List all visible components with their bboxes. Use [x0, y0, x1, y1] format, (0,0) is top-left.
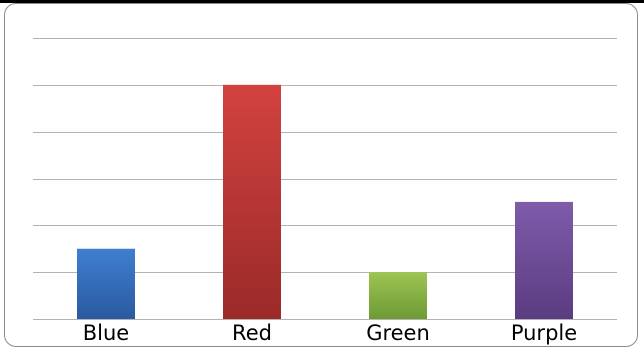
category-label-red: Red [232, 321, 272, 345]
category-label-purple: Purple [511, 321, 577, 345]
bar-red [223, 84, 281, 319]
bars [77, 84, 573, 319]
bar-green [369, 272, 427, 319]
category-labels: Blue Red Green Purple [83, 321, 577, 345]
top-edge-line [0, 0, 644, 3]
bar-purple [515, 201, 573, 319]
category-label-green: Green [366, 321, 430, 345]
bar-blue [77, 248, 135, 319]
category-label-blue: Blue [83, 321, 129, 345]
